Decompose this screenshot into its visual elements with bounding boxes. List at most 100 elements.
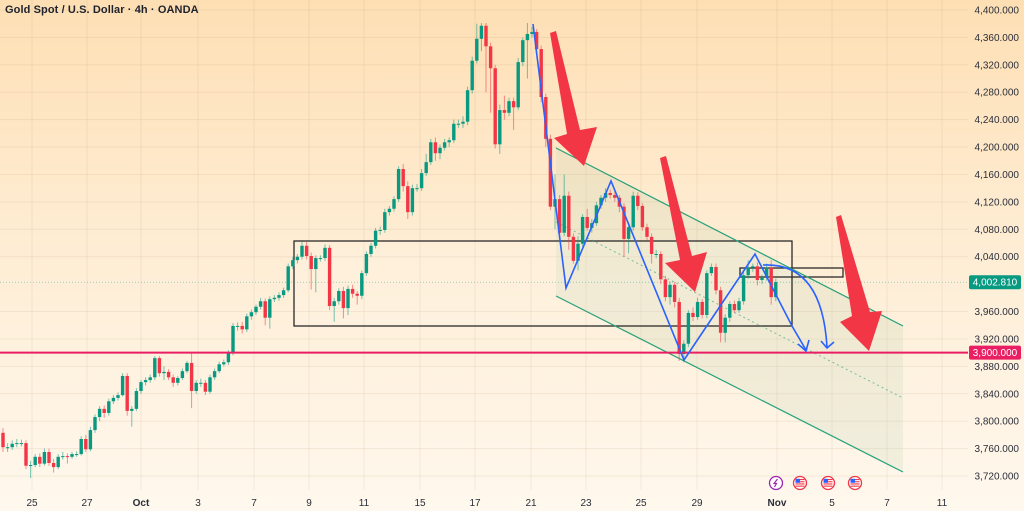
candle-body bbox=[760, 277, 764, 281]
candle bbox=[286, 263, 290, 293]
candle bbox=[189, 352, 194, 409]
candle-body bbox=[337, 290, 341, 302]
us-flag-icon[interactable] bbox=[792, 475, 808, 491]
candle-body bbox=[516, 62, 520, 108]
candle-body bbox=[769, 267, 773, 298]
candle bbox=[369, 243, 373, 257]
candle bbox=[5, 443, 10, 453]
candle-body bbox=[268, 299, 272, 318]
time-tick-label: 17 bbox=[469, 498, 481, 509]
small-range-box bbox=[739, 267, 844, 278]
candle-body bbox=[203, 382, 208, 392]
time-tick-label: 11 bbox=[359, 498, 370, 509]
candle bbox=[341, 286, 346, 319]
candle bbox=[755, 262, 760, 286]
candle bbox=[162, 366, 166, 381]
candle bbox=[47, 448, 51, 466]
candle-body bbox=[521, 40, 525, 63]
candle bbox=[475, 23, 479, 64]
price-tick-label: 4,160.000 bbox=[975, 170, 1020, 181]
candle bbox=[171, 374, 175, 387]
candle-body bbox=[737, 301, 741, 311]
candle bbox=[295, 253, 300, 264]
candle bbox=[70, 452, 74, 459]
candle-body bbox=[249, 312, 254, 317]
zigzag-pattern-line[interactable] bbox=[532, 23, 807, 362]
candle-body bbox=[723, 317, 727, 333]
candle-body bbox=[433, 142, 438, 154]
us-flag-stripe bbox=[795, 485, 805, 487]
candle-body bbox=[130, 408, 134, 411]
candle-body bbox=[562, 195, 566, 233]
candle-body bbox=[286, 266, 290, 291]
candle-body bbox=[162, 371, 166, 374]
candle bbox=[332, 297, 336, 322]
candle bbox=[700, 299, 704, 319]
candle-body bbox=[387, 208, 392, 213]
time-tick-label: 15 bbox=[414, 498, 426, 509]
candle bbox=[668, 281, 672, 305]
candle-body bbox=[185, 362, 189, 372]
candle-body bbox=[369, 245, 373, 254]
candle bbox=[203, 380, 208, 396]
price-tick-label: 4,120.000 bbox=[975, 197, 1020, 208]
candle bbox=[461, 116, 465, 128]
candle-body bbox=[360, 273, 364, 296]
candle-body bbox=[429, 142, 433, 163]
candle-body bbox=[410, 188, 415, 213]
candle-body bbox=[139, 382, 143, 392]
candle-body bbox=[636, 195, 640, 206]
candle-body bbox=[15, 443, 19, 445]
time-tick-label: 21 bbox=[525, 498, 537, 509]
candle bbox=[277, 292, 281, 301]
us-flag-stripe bbox=[850, 485, 860, 487]
time-tick-label: 27 bbox=[81, 498, 93, 509]
candle bbox=[484, 23, 488, 93]
candle bbox=[88, 426, 93, 452]
candle-body bbox=[74, 454, 79, 456]
candle-body bbox=[488, 46, 493, 69]
curved-projection-arrow[interactable] bbox=[762, 264, 828, 348]
down-arrow-2[interactable] bbox=[660, 156, 707, 292]
candle bbox=[686, 310, 691, 348]
candle-body bbox=[774, 282, 778, 298]
curved-arrowhead bbox=[820, 340, 835, 350]
candle-body bbox=[97, 408, 102, 418]
candle-body bbox=[245, 316, 249, 330]
candle-body bbox=[470, 60, 474, 91]
us-flag-icon[interactable] bbox=[847, 475, 863, 491]
candle bbox=[199, 378, 203, 387]
candle bbox=[56, 454, 60, 470]
candle bbox=[350, 284, 355, 298]
down-arrow-1[interactable] bbox=[550, 31, 597, 166]
candle bbox=[212, 368, 217, 381]
candle bbox=[364, 251, 369, 276]
candle bbox=[15, 438, 19, 448]
candle-body bbox=[212, 371, 217, 378]
candle-body bbox=[631, 195, 635, 228]
candle bbox=[695, 297, 700, 320]
us-flag-ring bbox=[792, 475, 808, 491]
candle-body bbox=[682, 343, 686, 355]
down-arrow-3[interactable] bbox=[836, 215, 882, 351]
candles bbox=[1, 23, 778, 479]
time-tick-label: 29 bbox=[691, 498, 703, 509]
candle-body bbox=[507, 101, 511, 113]
time-axis: 25 27 Oct 3 7 9 11 15 17 21 23 25 29 Nov 5 7 11 bbox=[26, 498, 947, 509]
lightning-icon[interactable] bbox=[768, 475, 784, 491]
us-flag-icon[interactable] bbox=[820, 475, 836, 491]
price-tick-label: 4,360.000 bbox=[975, 33, 1020, 44]
candle bbox=[102, 405, 106, 418]
candle-body bbox=[502, 110, 507, 113]
time-tick-label: 7 bbox=[251, 498, 257, 509]
candle-body bbox=[479, 25, 484, 39]
lightning-icon-glyph bbox=[772, 478, 778, 488]
time-tick-label: Nov bbox=[768, 498, 787, 509]
candle bbox=[479, 23, 484, 52]
candle-body bbox=[383, 212, 387, 230]
candle bbox=[691, 307, 695, 322]
candle-body bbox=[47, 452, 51, 463]
candle bbox=[769, 260, 773, 305]
